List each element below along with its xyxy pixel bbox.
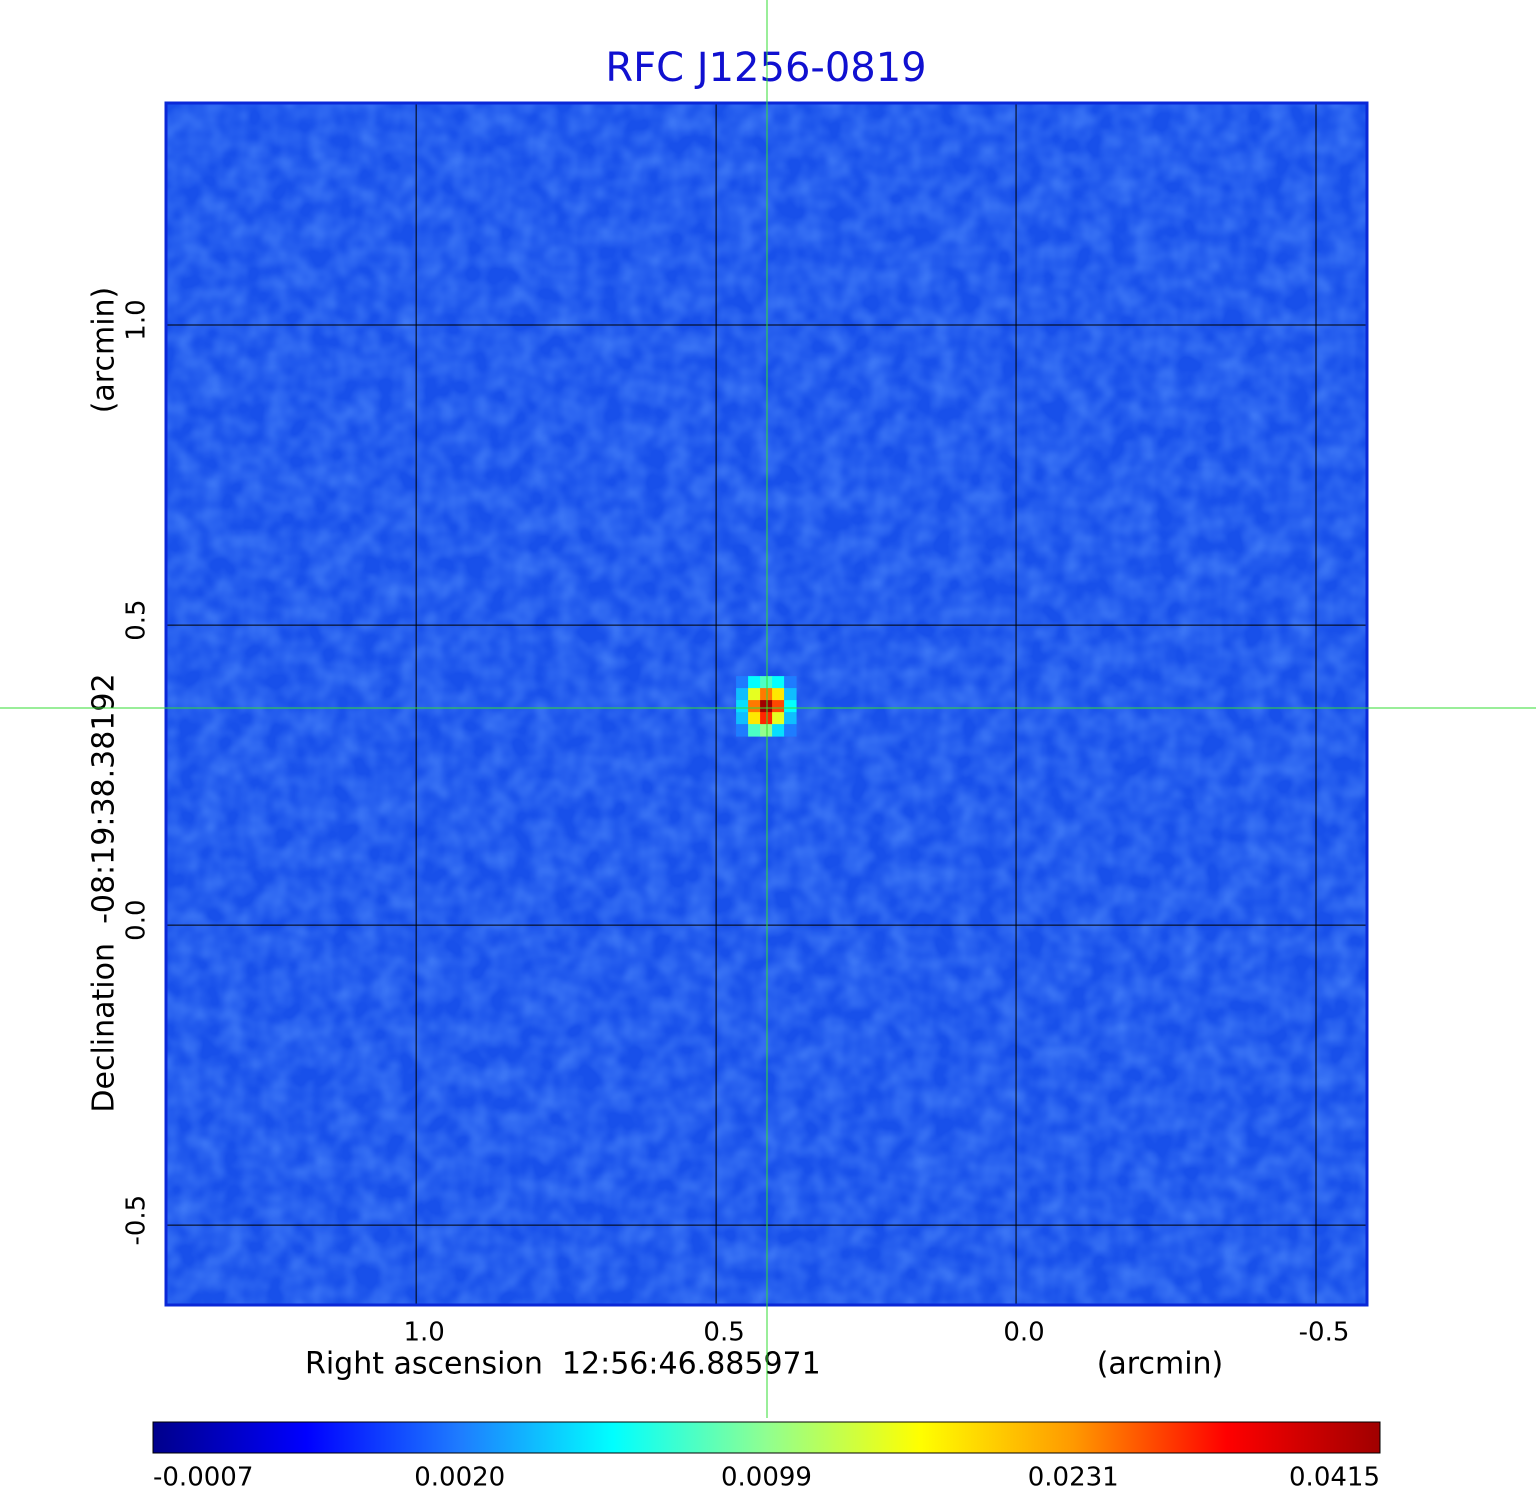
image-pixel [736, 676, 749, 689]
colorbar [152, 1421, 1381, 1454]
image-pixel [772, 700, 785, 713]
x-axis-label: Right ascension 12:56:46.885971 [305, 1347, 821, 1382]
image-pixel [784, 712, 797, 725]
image-pixel [748, 688, 761, 701]
image-pixel [748, 700, 761, 713]
colorbar-tick-label: 0.0020 [414, 1463, 505, 1493]
y-tick-label: 0.5 [122, 599, 152, 640]
colorbar-tick-label: -0.0007 [153, 1463, 253, 1493]
image-pixel [772, 724, 785, 737]
image-pixel [760, 724, 773, 737]
x-axis-unit: (arcmin) [1097, 1347, 1224, 1382]
x-tick-label: 0.5 [703, 1318, 744, 1348]
image-pixel [736, 700, 749, 713]
y-axis-label: Declination -08:19:38.38192 [87, 673, 122, 1112]
y-tick-label: -0.5 [122, 1195, 152, 1246]
x-tick-label: 0.0 [1003, 1318, 1044, 1348]
image-pixel [760, 700, 773, 713]
image-pixel [784, 676, 797, 689]
image-pixel [760, 688, 773, 701]
chart-title: RFC J1256-0819 [605, 45, 926, 91]
image-pixel [784, 688, 797, 701]
y-tick-label: 0.0 [122, 899, 152, 940]
x-tick-label: 1.0 [403, 1318, 444, 1348]
y-tick-label: 1.0 [122, 299, 152, 340]
colorbar-tick-label: 0.0231 [1028, 1463, 1119, 1493]
x-tick-label: -0.5 [1299, 1318, 1350, 1348]
image-pixel [772, 676, 785, 689]
image-pixel [784, 724, 797, 737]
image-pixel [772, 712, 785, 725]
image-pixel [760, 712, 773, 725]
y-axis-unit: (arcmin) [87, 287, 122, 414]
image-pixel [772, 688, 785, 701]
image-pixel [748, 676, 761, 689]
image-pixel [760, 676, 773, 689]
image-pixel [748, 712, 761, 725]
image-pixel [736, 724, 749, 737]
image-pixel [736, 712, 749, 725]
colorbar-tick-label: 0.0099 [721, 1463, 812, 1493]
image-pixel [748, 724, 761, 737]
image-pixel [736, 688, 749, 701]
image-pixel [784, 700, 797, 713]
colorbar-tick-label: 0.0415 [1289, 1463, 1380, 1493]
